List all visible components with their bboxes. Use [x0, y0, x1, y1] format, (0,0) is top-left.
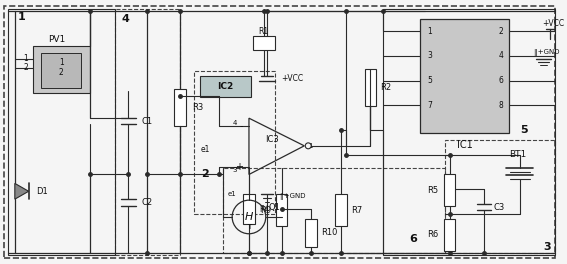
Text: C1: C1 — [141, 117, 153, 126]
Text: 1: 1 — [308, 143, 313, 149]
Text: ||+GND: ||+GND — [280, 193, 306, 200]
Bar — [443, 219, 455, 251]
Text: 5: 5 — [428, 76, 432, 85]
Text: 2: 2 — [498, 27, 503, 36]
Text: 8: 8 — [498, 101, 503, 110]
Bar — [223, 168, 445, 253]
Text: C3: C3 — [494, 202, 505, 211]
Text: R5: R5 — [428, 186, 439, 195]
Text: R1: R1 — [259, 27, 269, 36]
Text: e1: e1 — [201, 145, 210, 154]
Text: H: H — [245, 212, 253, 222]
Text: 5: 5 — [520, 125, 527, 135]
Bar — [335, 194, 347, 226]
Text: 1: 1 — [18, 12, 26, 22]
Text: 2: 2 — [23, 63, 28, 72]
Text: R3: R3 — [192, 103, 203, 112]
Bar — [194, 71, 274, 214]
Text: 6: 6 — [409, 234, 417, 244]
Text: R2: R2 — [380, 83, 391, 92]
Text: 3: 3 — [544, 242, 551, 252]
Bar — [276, 194, 287, 226]
Text: 4: 4 — [498, 51, 503, 60]
Text: R6: R6 — [428, 230, 439, 239]
Text: R9: R9 — [261, 206, 272, 215]
Bar — [383, 10, 555, 254]
Text: IC2: IC2 — [217, 82, 234, 91]
Bar — [365, 69, 376, 106]
Bar — [305, 219, 317, 247]
Polygon shape — [15, 183, 29, 199]
Bar — [443, 175, 455, 206]
Text: 7: 7 — [428, 101, 432, 110]
Text: C2: C2 — [141, 198, 153, 207]
Text: PV1: PV1 — [48, 35, 65, 44]
Text: R7: R7 — [351, 206, 362, 215]
Text: R4: R4 — [259, 205, 269, 214]
Text: +VCC: +VCC — [543, 19, 565, 28]
Bar — [420, 19, 509, 133]
Text: 3: 3 — [232, 167, 237, 173]
Text: e1: e1 — [227, 191, 236, 197]
Bar — [41, 53, 81, 88]
Text: 2: 2 — [59, 68, 64, 77]
Text: 1: 1 — [59, 58, 64, 67]
Text: IC1: IC1 — [458, 140, 473, 150]
Bar — [243, 194, 255, 224]
Bar — [174, 88, 186, 126]
Bar — [200, 76, 251, 97]
Text: R10: R10 — [321, 228, 337, 237]
Text: 6: 6 — [498, 76, 503, 85]
Text: 4: 4 — [232, 120, 237, 126]
Text: +: + — [235, 162, 243, 172]
Text: 1: 1 — [428, 27, 432, 36]
Text: 3: 3 — [428, 51, 432, 60]
Bar — [445, 140, 555, 253]
Text: T: T — [247, 224, 251, 230]
Text: BT1: BT1 — [509, 150, 526, 159]
Text: Q1: Q1 — [269, 202, 281, 211]
Text: +VCC: +VCC — [282, 74, 304, 83]
Text: IC3: IC3 — [265, 135, 278, 144]
Text: D1: D1 — [36, 187, 48, 196]
Bar — [253, 36, 274, 50]
Text: ||+GND: ||+GND — [534, 49, 560, 56]
Text: 4: 4 — [121, 14, 129, 24]
Bar — [8, 10, 115, 254]
Text: 2: 2 — [202, 169, 209, 180]
Text: 1: 1 — [23, 54, 28, 63]
Bar — [32, 46, 90, 93]
Text: -: - — [239, 121, 243, 131]
Bar — [115, 10, 180, 254]
